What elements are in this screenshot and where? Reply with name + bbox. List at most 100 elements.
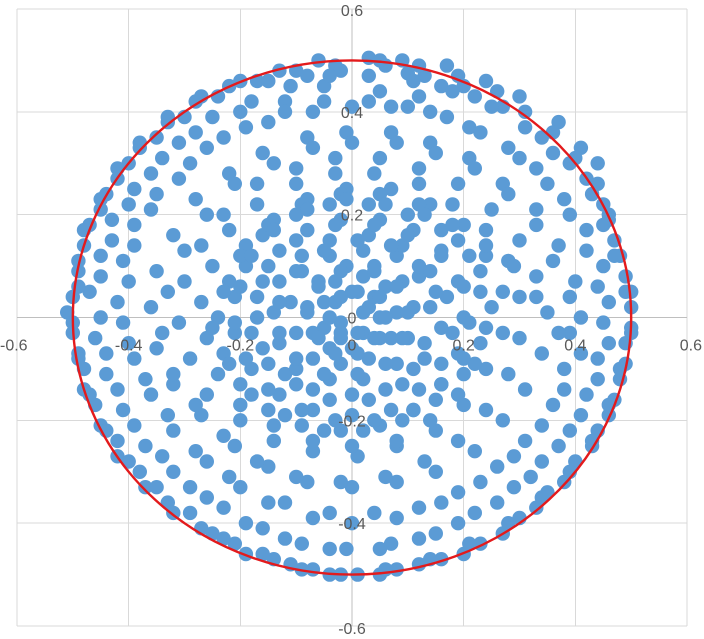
data-point: [333, 63, 348, 78]
data-point: [132, 464, 147, 479]
data-point: [155, 449, 170, 464]
data-point: [121, 197, 136, 212]
data-point: [344, 438, 360, 454]
data-point: [99, 366, 114, 382]
data-point: [311, 330, 326, 346]
data-point: [333, 325, 348, 341]
data-point: [160, 284, 175, 299]
data-point: [222, 469, 237, 485]
data-point: [238, 120, 254, 135]
data-point: [143, 387, 159, 402]
data-point: [233, 397, 248, 413]
data-point: [194, 294, 209, 310]
data-point: [423, 264, 438, 279]
data-point: [361, 94, 376, 109]
data-point: [456, 217, 471, 233]
data-point: [166, 366, 181, 382]
data-point: [255, 546, 270, 562]
data-point: [143, 166, 159, 181]
data-point: [601, 336, 616, 351]
data-point: [261, 114, 276, 130]
data-point: [233, 377, 248, 392]
data-point: [411, 176, 427, 191]
data-point: [171, 171, 187, 186]
data-point: [93, 192, 108, 207]
data-point: [115, 402, 131, 418]
data-point: [344, 516, 360, 531]
data-point: [155, 150, 170, 166]
data-point: [328, 217, 343, 233]
data-point: [356, 269, 371, 284]
data-point: [316, 243, 332, 258]
data-point: [551, 238, 566, 253]
data-point: [523, 469, 538, 485]
data-point: [261, 459, 276, 474]
data-point: [238, 516, 254, 531]
data-point: [372, 330, 388, 346]
data-point: [261, 382, 276, 397]
data-point: [93, 310, 108, 325]
data-point: [283, 78, 298, 94]
data-point: [272, 63, 287, 78]
y-tick-label: 0.4: [341, 105, 363, 122]
data-point: [417, 351, 432, 366]
data-point: [182, 156, 198, 171]
data-point: [411, 161, 427, 176]
data-point: [579, 222, 594, 238]
data-point: [450, 233, 466, 248]
data-point: [121, 274, 136, 289]
data-point: [93, 269, 108, 284]
data-point: [573, 408, 589, 423]
data-point: [199, 490, 214, 505]
data-point: [216, 531, 231, 546]
data-point: [177, 243, 192, 258]
data-point: [71, 253, 86, 269]
data-point: [378, 310, 393, 325]
y-tick-label: -0.4: [338, 516, 366, 533]
data-point: [417, 454, 432, 469]
data-point: [233, 413, 248, 428]
data-point: [434, 495, 449, 510]
data-point: [216, 207, 231, 222]
data-point: [328, 166, 343, 181]
data-point: [205, 109, 220, 125]
data-point: [529, 217, 544, 233]
y-tick-label: 0.6: [341, 3, 363, 20]
data-point: [383, 181, 399, 197]
data-point: [372, 289, 388, 305]
data-point: [104, 233, 120, 248]
data-point: [568, 274, 583, 289]
data-point: [484, 99, 499, 114]
data-point: [294, 402, 309, 418]
data-point: [439, 58, 455, 73]
data-point: [115, 253, 131, 269]
data-point: [534, 130, 549, 145]
data-point: [233, 480, 248, 495]
y-tick-label: -0.6: [338, 621, 366, 638]
data-point: [361, 351, 376, 366]
data-point: [289, 176, 304, 191]
data-point: [484, 202, 499, 217]
data-point: [328, 413, 343, 428]
data-point: [462, 120, 477, 135]
data-point: [356, 423, 371, 438]
data-point: [289, 161, 304, 176]
data-point: [450, 387, 466, 402]
data-point: [339, 192, 354, 207]
data-point: [400, 207, 415, 222]
data-point: [445, 197, 460, 212]
data-point: [450, 433, 466, 449]
data-point: [400, 228, 415, 243]
data-point: [450, 176, 466, 191]
data-point: [551, 325, 566, 341]
data-point: [121, 336, 136, 351]
data-point: [361, 197, 376, 212]
data-point: [166, 377, 181, 392]
x-tick-label: 0.6: [680, 338, 702, 355]
data-point: [428, 526, 443, 541]
data-point: [590, 351, 605, 366]
data-point: [378, 469, 393, 485]
data-point: [249, 310, 265, 325]
data-point: [127, 238, 142, 253]
data-point: [590, 372, 605, 387]
